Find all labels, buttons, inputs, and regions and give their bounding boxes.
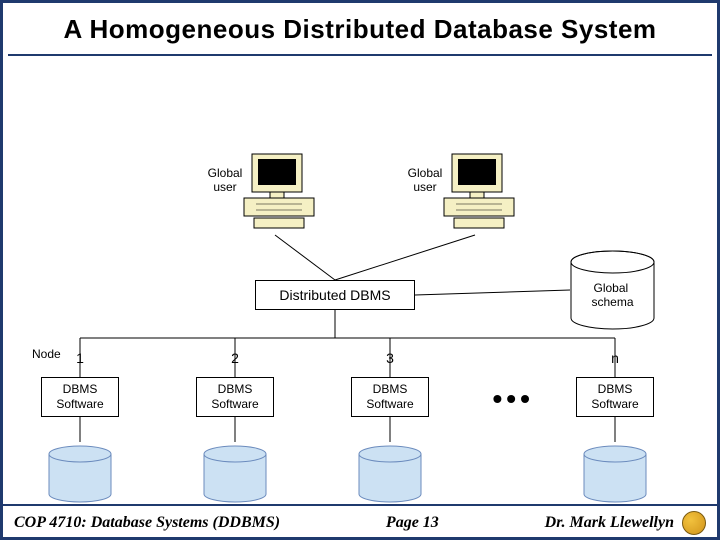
footer-course: COP 4710: Database Systems (DDBMS) (14, 514, 280, 532)
dbms-software-box-1: DBMSSoftware (41, 377, 119, 417)
footer-author: Dr. Mark Llewellyn (545, 514, 674, 532)
distributed-dbms-box: Distributed DBMS (255, 280, 415, 310)
ellipsis: ••• (493, 383, 534, 415)
database-cylinder-n (583, 445, 647, 503)
database-cylinder-1 (48, 445, 112, 503)
computer-icon (440, 150, 518, 230)
node-number-n: n (605, 350, 625, 366)
node-number-1: 1 (70, 350, 90, 366)
seal-icon (682, 511, 706, 535)
footer-author-group: Dr. Mark Llewellyn (545, 511, 706, 535)
node-label: Node (32, 347, 61, 361)
computer-icon (240, 150, 318, 230)
footer-bar: COP 4710: Database Systems (DDBMS) Page … (0, 504, 720, 540)
global-schema-cylinder: Global schema (570, 250, 655, 330)
diagram-area: Globaluser Globaluser Distributed DBMS G… (0, 60, 720, 500)
database-cylinder-2 (203, 445, 267, 503)
footer-page: Page 13 (386, 514, 439, 532)
node-number-2: 2 (225, 350, 245, 366)
node-number-3: 3 (380, 350, 400, 366)
slide-title: A Homogeneous Distributed Database Syste… (0, 14, 720, 45)
dbms-software-box-3: DBMSSoftware (351, 377, 429, 417)
database-cylinder-3 (358, 445, 422, 503)
svg-text:Global schema: Global schema (591, 281, 633, 309)
dbms-software-box-2: DBMSSoftware (196, 377, 274, 417)
title-underline (8, 54, 712, 56)
dbms-software-box-n: DBMSSoftware (576, 377, 654, 417)
